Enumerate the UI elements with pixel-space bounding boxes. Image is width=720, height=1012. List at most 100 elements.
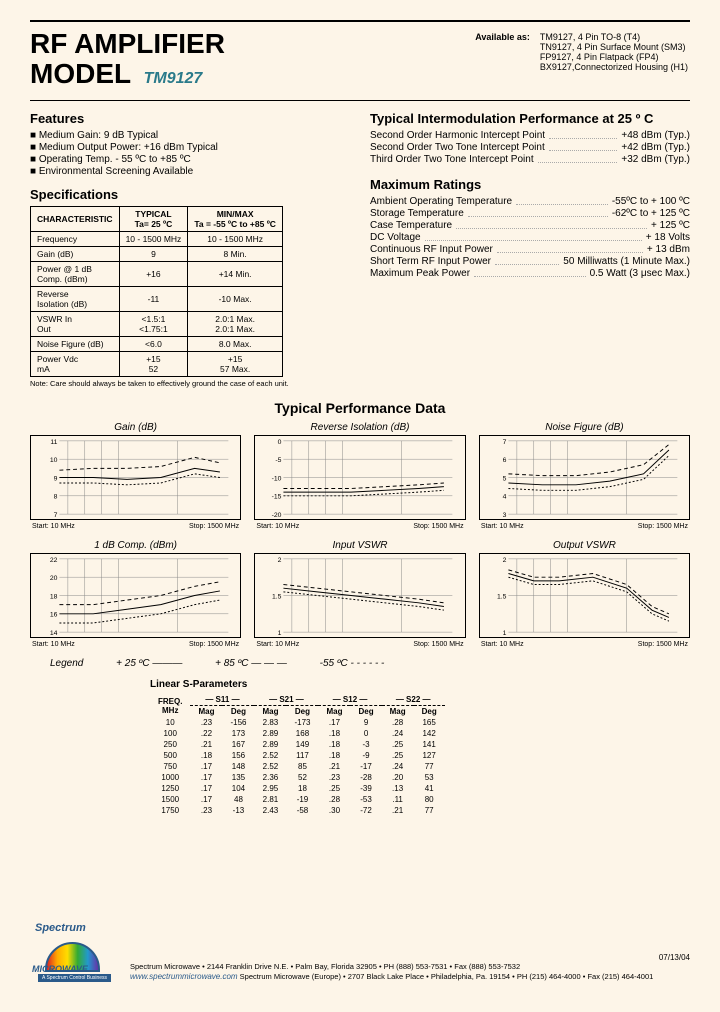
svg-text:10: 10 (50, 457, 58, 464)
logo-top: Spectrum (35, 922, 86, 934)
features-list: Medium Gain: 9 dB TypicalMedium Output P… (30, 130, 350, 177)
specs-table: CHARACTERISTICTYPICALTa= 25 ºCMIN/MAXTa … (30, 206, 283, 377)
svg-text:2: 2 (278, 557, 282, 564)
chart-axis: Start: 10 MHzStop: 1500 MHz (256, 641, 463, 648)
svg-text:16: 16 (50, 612, 58, 619)
svg-text:-20: -20 (272, 512, 282, 519)
chart-axis: Start: 10 MHzStop: 1500 MHz (481, 641, 688, 648)
chart-svg: 11.52 (479, 553, 690, 638)
svg-text:1: 1 (278, 630, 282, 637)
logo-icon: Spectrum MICROWAVE A Spectrum Control Bu… (30, 922, 120, 982)
chart-axis: Start: 10 MHzStop: 1500 MHz (256, 523, 463, 530)
right-col: Typical Intermodulation Performance at 2… (370, 111, 690, 388)
svg-text:2: 2 (502, 557, 506, 564)
svg-text:-10: -10 (272, 475, 282, 482)
available-block: Available as: TM9127, 4 Pin TO-8 (T4)TN9… (473, 30, 690, 74)
title-code: TM9127 (144, 70, 203, 87)
maxrating-row: DC Voltage+ 18 Volts (370, 232, 690, 243)
svg-text:1.5: 1.5 (497, 593, 507, 600)
chart-title: Input VSWR (254, 540, 465, 551)
available-items: TM9127, 4 Pin TO-8 (T4)TN9127, 4 Pin Sur… (540, 32, 688, 72)
legend: Legend + 25 ºC ——— + 85 ºC — — — -55 ºC … (50, 658, 690, 669)
chart-svg: 34567 (479, 435, 690, 520)
intermod-row: Second Order Two Tone Intercept Point+42… (370, 142, 690, 153)
datasheet-page: RF AMPLIFIER MODEL TM9127 Available as: … (0, 0, 720, 1012)
footer-text: Spectrum Microwave • 2144 Franklin Drive… (130, 962, 653, 982)
logo-tag: A Spectrum Control Business (38, 974, 111, 982)
charts-row2: 1 dB Comp. (dBm) 1416182022 Start: 10 MH… (30, 540, 690, 648)
intermod-row: Second Order Harmonic Intercept Point+48… (370, 130, 690, 141)
title-line1: RF AMPLIFIER (30, 30, 225, 58)
chart-axis: Start: 10 MHzStop: 1500 MHz (481, 523, 688, 530)
date: 07/13/04 (659, 953, 690, 962)
chart-axis: Start: 10 MHzStop: 1500 MHz (32, 641, 239, 648)
svg-text:1: 1 (502, 630, 506, 637)
chart: Noise Figure (dB) 34567 Start: 10 MHzSto… (479, 422, 690, 530)
chart: Reverse Isolation (dB) -20-15-10-50 Star… (254, 422, 465, 530)
sparam-table: FREQ.MHz— S11 —— S21 —— S12 —— S22 —MagD… (150, 694, 445, 816)
specs-heading: Specifications (30, 187, 350, 202)
specs-note: Note: Care should always be taken to eff… (30, 379, 350, 388)
title-row: RF AMPLIFIER MODEL TM9127 Available as: … (30, 30, 690, 90)
intermod-heading: Typical Intermodulation Performance at 2… (370, 111, 690, 126)
available-label: Available as: (475, 32, 530, 42)
chart-svg: -20 -15 -10 -5 0 (254, 435, 465, 520)
chart: Input VSWR 11.52 Start: 10 MHzStop: 1500… (254, 540, 465, 648)
svg-text:7: 7 (502, 439, 506, 446)
maxratings-list: Ambient Operating Temperature-55ºC to + … (370, 196, 690, 279)
chart: Gain (dB) 7891011 Start: 10 MHzStop: 150… (30, 422, 241, 530)
chart-title: Output VSWR (479, 540, 690, 551)
feature-item: Operating Temp. - 55 ºC to +85 ºC (30, 154, 350, 165)
svg-text:-5: -5 (276, 457, 282, 464)
feature-item: Medium Gain: 9 dB Typical (30, 130, 350, 141)
legend-label: Legend (50, 658, 83, 669)
footer-line2: www.spectrummicrowave.com Spectrum Micro… (130, 972, 653, 982)
tpd-title: Typical Performance Data (30, 400, 690, 416)
title-line2: MODEL (30, 58, 131, 89)
chart-title: 1 dB Comp. (dBm) (30, 540, 241, 551)
footer-line2-txt: Spectrum Microwave (Europe) • 2707 Black… (240, 972, 654, 981)
intermod-list: Second Order Harmonic Intercept Point+48… (370, 130, 690, 165)
legend-55: -55 ºC - - - - - - (320, 658, 385, 669)
svg-text:14: 14 (50, 630, 58, 637)
svg-text:18: 18 (50, 593, 58, 600)
chart-axis: Start: 10 MHzStop: 1500 MHz (32, 523, 239, 530)
svg-text:0: 0 (278, 439, 282, 446)
chart-title: Noise Figure (dB) (479, 422, 690, 433)
feature-item: Medium Output Power: +16 dBm Typical (30, 142, 350, 153)
maxrating-row: Case Temperature+ 125 ºC (370, 220, 690, 231)
footer-url: www.spectrummicrowave.com (130, 972, 238, 981)
svg-text:9: 9 (54, 475, 58, 482)
svg-text:11: 11 (50, 439, 57, 446)
charts-row1: Gain (dB) 7891011 Start: 10 MHzStop: 150… (30, 422, 690, 530)
intermod-row: Third Order Two Tone Intercept Point+32 … (370, 154, 690, 165)
svg-text:22: 22 (50, 557, 58, 564)
feature-item: Environmental Screening Available (30, 166, 350, 177)
title-line2-wrap: MODEL TM9127 (30, 58, 225, 90)
svg-text:4: 4 (502, 494, 506, 501)
svg-text:5: 5 (502, 475, 506, 482)
header-rule (30, 20, 690, 22)
footer-area: Spectrum MICROWAVE A Spectrum Control Bu… (30, 922, 653, 982)
chart-svg: 14 16 18 20 22 (30, 553, 241, 638)
footer-line1: Spectrum Microwave • 2144 Franklin Drive… (130, 962, 653, 972)
features-heading: Features (30, 111, 350, 126)
svg-text:-15: -15 (272, 494, 282, 501)
chart-svg: 11.52 (254, 553, 465, 638)
maxrating-row: Continuous RF Input Power+ 13 dBm (370, 244, 690, 255)
chart-title: Gain (dB) (30, 422, 241, 433)
svg-text:7: 7 (54, 512, 58, 519)
svg-text:6: 6 (502, 457, 506, 464)
chart: 1 dB Comp. (dBm) 14 16 18 20 22 Start: 10 MH… (30, 540, 241, 648)
legend-85: + 85 ºC — — — (215, 658, 287, 669)
maxratings-heading: Maximum Ratings (370, 177, 690, 192)
logo-bottom: MICROWAVE (32, 964, 88, 974)
svg-text:1.5: 1.5 (272, 593, 282, 600)
chart-svg: 7891011 (30, 435, 241, 520)
legend-25: + 25 ºC ——— (116, 658, 182, 669)
upper-columns: Features Medium Gain: 9 dB TypicalMedium… (30, 111, 690, 388)
maxrating-row: Ambient Operating Temperature-55ºC to + … (370, 196, 690, 207)
svg-text:20: 20 (50, 575, 58, 582)
section-rule (30, 100, 690, 101)
maxrating-row: Storage Temperature-62ºC to + 125 ºC (370, 208, 690, 219)
